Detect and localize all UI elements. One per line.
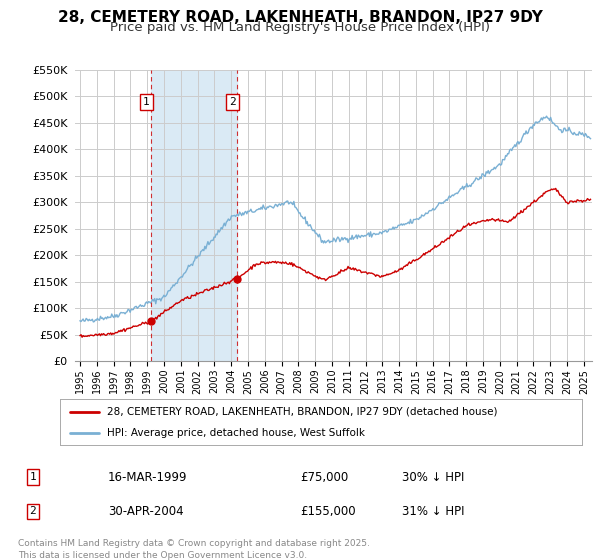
- Text: Price paid vs. HM Land Registry's House Price Index (HPI): Price paid vs. HM Land Registry's House …: [110, 21, 490, 34]
- Bar: [151, 70, 237, 361]
- Text: HPI: Average price, detached house, West Suffolk: HPI: Average price, detached house, West…: [107, 428, 365, 438]
- Text: 28, CEMETERY ROAD, LAKENHEATH, BRANDON, IP27 9DY (detached house): 28, CEMETERY ROAD, LAKENHEATH, BRANDON, …: [107, 407, 497, 417]
- Text: 30% ↓ HPI: 30% ↓ HPI: [402, 470, 464, 484]
- Text: £155,000: £155,000: [300, 505, 356, 518]
- Text: 28, CEMETERY ROAD, LAKENHEATH, BRANDON, IP27 9DY: 28, CEMETERY ROAD, LAKENHEATH, BRANDON, …: [58, 10, 542, 25]
- Text: £75,000: £75,000: [300, 470, 348, 484]
- Text: 16-MAR-1999: 16-MAR-1999: [108, 470, 187, 484]
- Text: Contains HM Land Registry data © Crown copyright and database right 2025.
This d: Contains HM Land Registry data © Crown c…: [18, 539, 370, 559]
- Text: 30-APR-2004: 30-APR-2004: [108, 505, 184, 518]
- Text: 31% ↓ HPI: 31% ↓ HPI: [402, 505, 464, 518]
- Text: 2: 2: [229, 97, 236, 107]
- Text: 1: 1: [143, 97, 150, 107]
- Text: 1: 1: [29, 472, 37, 482]
- Text: 2: 2: [29, 506, 37, 516]
